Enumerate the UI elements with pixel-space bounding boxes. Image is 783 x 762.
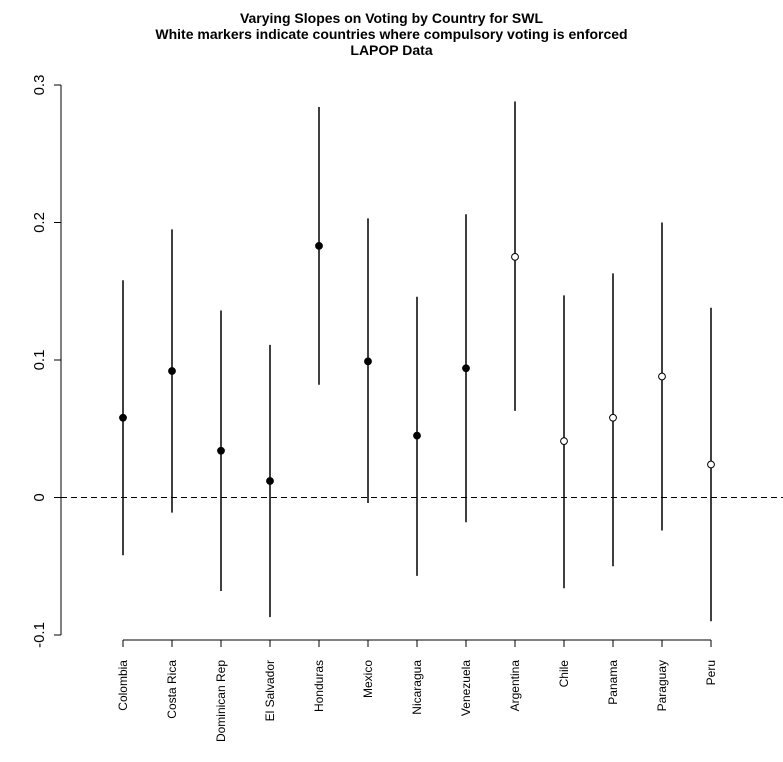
point-paraguay bbox=[658, 372, 666, 381]
point-dominican-rep bbox=[217, 446, 225, 455]
chart-data-source: LAPOP Data bbox=[350, 42, 433, 58]
x-tick-label: Argentina bbox=[508, 660, 522, 712]
y-tick-label: -0.1 bbox=[31, 622, 48, 648]
x-tick-label: Colombia bbox=[116, 660, 130, 711]
x-tick-label: Venezuela bbox=[459, 660, 473, 716]
y-tick-label: 0.1 bbox=[31, 350, 48, 371]
y-axis: -0.1 0 0.1 0.2 0.3 bbox=[31, 75, 62, 648]
x-tick-label: Mexico bbox=[361, 660, 375, 698]
interval-series bbox=[119, 101, 715, 622]
x-tick-label: Panama bbox=[606, 660, 620, 705]
chart-subtitle: White markers indicate countries where c… bbox=[155, 26, 628, 42]
x-tick-label: Honduras bbox=[312, 660, 326, 712]
point-nicaragua bbox=[413, 431, 421, 440]
point-mexico bbox=[364, 357, 372, 366]
x-tick-label: El Salvador bbox=[263, 660, 277, 721]
x-axis: Colombia Costa Rica Dominican Rep El Salvad… bbox=[116, 639, 718, 742]
x-tick-label: Nicaragua bbox=[410, 660, 424, 715]
x-tick-label: Peru bbox=[704, 660, 718, 685]
x-tick-label: Dominican Rep bbox=[214, 660, 228, 742]
point-panama bbox=[609, 413, 617, 422]
point-peru bbox=[707, 460, 715, 469]
x-tick-label: Costa Rica bbox=[165, 660, 179, 719]
y-tick-label: 0.2 bbox=[31, 212, 48, 233]
point-argentina bbox=[511, 252, 519, 261]
x-tick-label: Paraguay bbox=[655, 660, 669, 711]
point-honduras bbox=[315, 241, 323, 250]
chart-title: Varying Slopes on Voting by Country for … bbox=[239, 10, 544, 26]
point-costa-rica bbox=[168, 367, 176, 375]
y-tick-label: 0.3 bbox=[31, 75, 48, 96]
point-chile bbox=[560, 437, 568, 446]
x-tick-label: Chile bbox=[557, 660, 571, 688]
y-tick-label: 0 bbox=[31, 493, 48, 501]
point-el-salvador bbox=[266, 477, 274, 485]
point-venezuela bbox=[462, 364, 470, 373]
point-colombia bbox=[119, 413, 127, 422]
